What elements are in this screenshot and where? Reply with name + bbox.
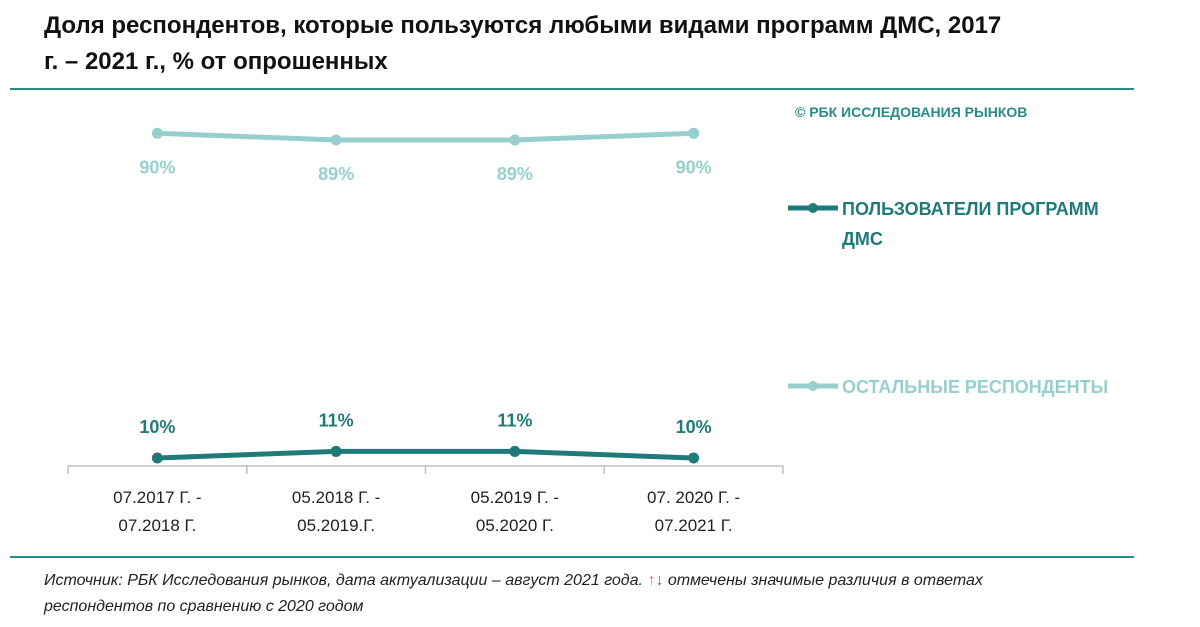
chart-title: Доля респондентов, которые пользуются лю… [44, 12, 1002, 75]
legend-item-users: ПОЛЬЗОВАТЕЛИ ПРОГРАММ ДМС [788, 196, 1132, 254]
data-label: 10% [676, 417, 712, 437]
legend-swatch-users [788, 203, 838, 213]
source-text-after: отмечены значимые различия в ответах рес… [44, 572, 983, 615]
data-point [688, 127, 700, 139]
legend-label-users: ПОЛЬЗОВАТЕЛИ ПРОГРАММ ДМС [842, 199, 1099, 249]
x-tick-label: 07. 2020 Г. - [647, 488, 740, 507]
bottom-divider [10, 556, 1134, 558]
data-label: 90% [139, 157, 175, 177]
x-tick-label: 05.2020 Г. [476, 516, 554, 535]
data-point [330, 134, 342, 146]
x-tick-label: 05.2018 Г. - [292, 488, 380, 507]
x-tick-label: 05.2019.Г. [297, 516, 375, 535]
legend-swatch-others [788, 381, 838, 391]
data-point [330, 445, 342, 457]
data-label: 89% [318, 164, 354, 184]
data-point [509, 445, 521, 457]
data-point [151, 452, 163, 464]
series-line-users [154, 448, 697, 461]
data-point [688, 452, 700, 464]
top-divider [10, 88, 1134, 90]
data-label: 90% [676, 157, 712, 177]
data-label: 10% [139, 417, 175, 437]
data-point [151, 127, 163, 139]
source-text: Источник: РБК Исследования рынков, дата … [44, 572, 643, 589]
data-point [509, 134, 521, 146]
copyright-label: © РБК ИССЛЕДОВАНИЯ РЫНКОВ [795, 104, 1028, 120]
x-tick-label: 05.2019 Г. - [471, 488, 559, 507]
data-label: 11% [319, 410, 354, 430]
series-line-others [154, 130, 697, 143]
legend-item-others: ОСТАЛЬНЫЕ РЕСПОНДЕНТЫ [788, 374, 1132, 402]
data-label: 11% [497, 410, 532, 430]
arrow-up-icon: ↑ [647, 572, 656, 589]
x-tick-label: 07.2017 Г. - [113, 488, 201, 507]
source-note: Источник: РБК Исследования рынков, дата … [44, 568, 1004, 620]
arrow-down-icon: ↓ [655, 572, 664, 589]
x-tick-label: 07.2021 Г. [655, 516, 733, 535]
legend-label-others: ОСТАЛЬНЫЕ РЕСПОНДЕНТЫ [842, 377, 1109, 397]
data-label: 89% [497, 164, 533, 184]
x-tick-label: 07.2018 Г. [118, 516, 196, 535]
